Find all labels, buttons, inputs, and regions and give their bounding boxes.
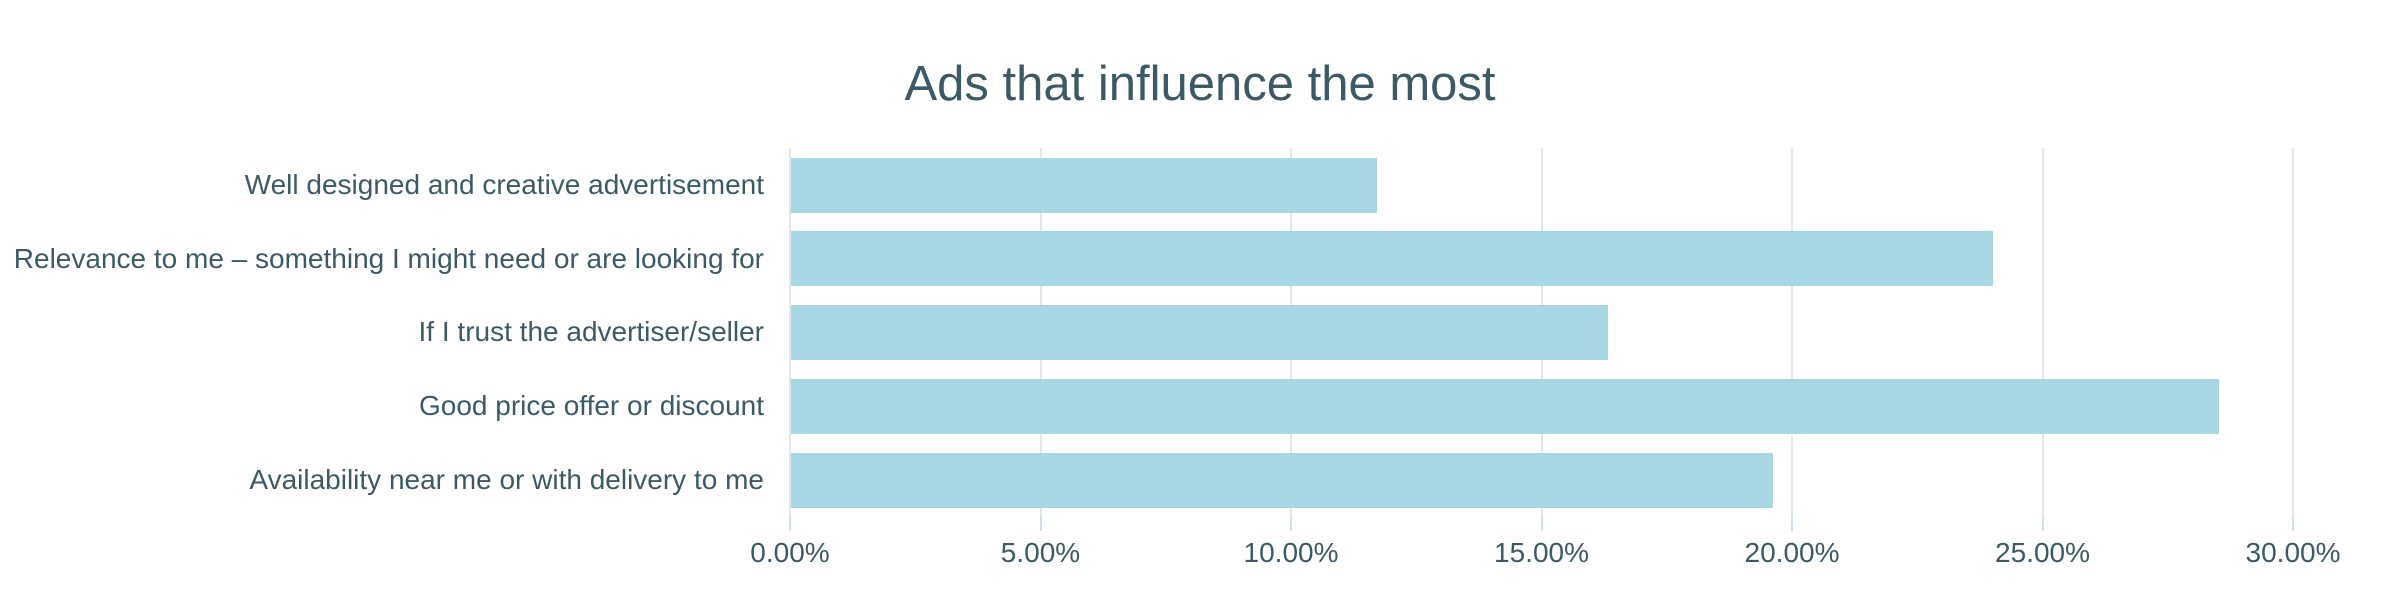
bar	[791, 157, 1378, 213]
bar	[791, 305, 1608, 361]
gridline	[2292, 148, 2294, 517]
bar	[791, 378, 2219, 434]
bar	[791, 452, 1773, 508]
category-label: If I trust the advertiser/seller	[418, 316, 764, 348]
axis-tick	[1290, 517, 1292, 531]
axis-tick	[1039, 517, 1042, 531]
category-label: Well designed and creative advertisement	[244, 168, 764, 200]
category-labels: Well designed and creative advertisement…	[0, 148, 764, 517]
gridline	[789, 148, 791, 517]
axis-tick	[2292, 517, 2294, 531]
category-label: Availability near me or with delivery to…	[249, 464, 764, 496]
x-tick-label: 0.00%	[750, 537, 830, 568]
x-axis: 0.00% 5.00% 10.00% 15.00% 20.00% 25.00% 30.00%	[750, 537, 2340, 573]
axis-tick	[1540, 517, 1543, 531]
x-tick-label: 20.00%	[1744, 537, 1840, 568]
x-tick-label: 10.00%	[1243, 537, 1339, 568]
chart-title: Ads that influence the most	[904, 57, 1496, 111]
axis-tick	[1791, 517, 1793, 531]
axis-tick	[789, 517, 791, 531]
x-tick-label: 25.00%	[1995, 537, 2090, 568]
category-label: Good price offer or discount	[418, 390, 764, 422]
bar	[791, 231, 1994, 287]
x-tick-label: 5.00%	[1000, 537, 1081, 568]
x-tick-label: 30.00%	[2245, 537, 2341, 568]
gridline	[1791, 148, 1793, 517]
gridline	[2041, 148, 2044, 517]
plot-area	[789, 148, 2294, 531]
axis-tick	[2041, 517, 2044, 531]
category-label: Relevance to me – something I might need…	[13, 242, 764, 274]
x-tick-label: 15.00%	[1494, 537, 1589, 568]
